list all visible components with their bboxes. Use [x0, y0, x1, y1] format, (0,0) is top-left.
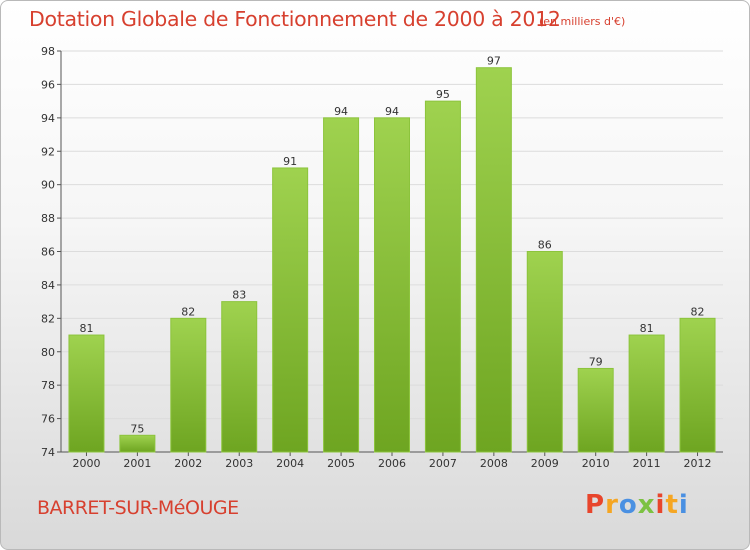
brand-letter: i [655, 490, 666, 520]
data-label: 94 [334, 105, 348, 118]
data-label: 94 [385, 105, 399, 118]
y-tick-label: 96 [41, 78, 55, 91]
chart-title: Dotation Globale de Fonctionnement de 20… [29, 7, 561, 31]
data-label: 81 [640, 322, 654, 335]
bar [526, 251, 563, 453]
data-label: 82 [691, 305, 705, 318]
x-tick-label: 2003 [225, 457, 253, 470]
data-label: 91 [283, 155, 297, 168]
x-tick-label: 2006 [378, 457, 406, 470]
brand-letter: r [605, 490, 619, 520]
brand-letter: i [678, 490, 689, 520]
bar-chart: 74 76 78 80 82 84 86 88 90 92 94 96 98 2000 81 2001 75 20… [41, 45, 723, 470]
data-label: 97 [487, 55, 501, 68]
bar [374, 117, 410, 453]
x-tick-label: 2005 [327, 457, 355, 470]
bar [221, 301, 258, 453]
y-tick-label: 74 [41, 446, 55, 459]
bar [475, 67, 512, 453]
x-tick-label: 2002 [174, 457, 202, 470]
brand-letter: o [618, 490, 638, 520]
bars [68, 67, 716, 453]
data-label: 79 [589, 355, 603, 368]
data-label: 86 [538, 239, 552, 252]
labels: 74 76 78 80 82 84 86 88 90 92 94 96 98 2000 81 2001 75 20… [41, 45, 712, 470]
x-tick-label: 2009 [531, 457, 559, 470]
x-tick-label: 2010 [582, 457, 610, 470]
bar [68, 334, 105, 453]
y-tick-label: 86 [41, 246, 55, 259]
data-label: 95 [436, 88, 450, 101]
y-tick-label: 98 [41, 45, 55, 58]
y-tick-label: 84 [41, 279, 55, 292]
x-tick-label: 2000 [72, 457, 100, 470]
commune-name: BARRET-SUR-MéOUGE [37, 497, 239, 519]
bar [272, 167, 309, 453]
bar [170, 317, 207, 453]
data-label: 83 [232, 289, 246, 302]
bar [323, 117, 360, 453]
data-label: 82 [181, 305, 195, 318]
brand-letter: x [637, 490, 656, 520]
x-tick-label: 2011 [633, 457, 661, 470]
bar [119, 434, 156, 453]
y-tick-label: 82 [41, 312, 55, 325]
bar [577, 367, 614, 453]
y-tick-label: 88 [41, 212, 55, 225]
brand-letter: P [585, 490, 606, 520]
y-tick-label: 80 [41, 346, 55, 359]
brand-letter: t [665, 490, 679, 520]
x-tick-label: 2008 [480, 457, 508, 470]
y-tick-label: 90 [41, 179, 55, 192]
x-tick-label: 2012 [684, 457, 712, 470]
y-tick-label: 78 [41, 379, 55, 392]
bar [628, 334, 665, 453]
bar [679, 317, 716, 453]
proxiti-logo[interactable]: Proxiti [585, 490, 689, 520]
bar [424, 100, 461, 453]
y-tick-label: 76 [41, 413, 55, 426]
chart-unit: (en milliers d'€) [539, 15, 626, 28]
x-tick-label: 2004 [276, 457, 304, 470]
x-tick-label: 2001 [123, 457, 151, 470]
y-tick-label: 94 [41, 112, 55, 125]
x-tick-label: 2007 [429, 457, 457, 470]
data-label: 75 [130, 422, 144, 435]
data-label: 81 [79, 322, 93, 335]
y-tick-label: 92 [41, 145, 55, 158]
